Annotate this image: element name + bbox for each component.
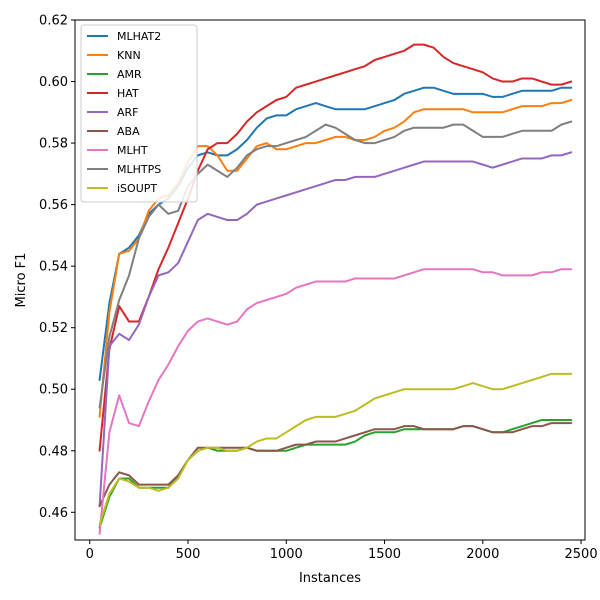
y-axis-label: Micro F1 bbox=[14, 253, 29, 308]
legend: MLHAT2 KNN AMR HAT ARF ABA MLHT MLHTPS iSOUPT bbox=[80, 24, 198, 203]
series-line-mlht bbox=[98, 268, 573, 535]
y-tick-label: 0.56 bbox=[39, 198, 68, 213]
x-tick-label: 1000 bbox=[270, 547, 303, 562]
x-axis: 0 500 1000 1500 2000 2500 bbox=[86, 540, 598, 562]
series-line-isoupt bbox=[98, 372, 573, 526]
x-tick-label: 0 bbox=[86, 547, 94, 562]
legend-entry: MLHAT2 bbox=[117, 30, 161, 43]
legend-entry: ARF bbox=[117, 106, 139, 119]
y-tick-label: 0.50 bbox=[39, 383, 68, 398]
x-tick-label: 500 bbox=[176, 547, 201, 562]
legend-box bbox=[80, 24, 198, 203]
y-tick-label: 0.46 bbox=[39, 506, 68, 521]
x-axis-label: Instances bbox=[299, 571, 361, 586]
legend-entry: AMR bbox=[117, 68, 142, 81]
plot-frame bbox=[74, 19, 586, 541]
legend-entry: MLHT bbox=[117, 144, 148, 157]
y-tick-label: 0.54 bbox=[39, 260, 68, 275]
legend-entry: iSOUPT bbox=[117, 182, 157, 195]
series-line-mlhtps bbox=[98, 120, 573, 409]
series-line-hat bbox=[98, 43, 573, 452]
x-tick-label: 1500 bbox=[368, 547, 401, 562]
y-axis: 0.46 0.48 0.50 0.52 0.54 0.56 0.58 0.60 0.62 bbox=[39, 14, 75, 521]
legend-entry: HAT bbox=[117, 87, 139, 100]
legend-entry: MLHTPS bbox=[117, 163, 161, 176]
x-tick-label: 2500 bbox=[565, 547, 598, 562]
series-line-arf bbox=[98, 151, 573, 508]
y-tick-label: 0.58 bbox=[39, 137, 68, 152]
y-tick-label: 0.48 bbox=[39, 444, 68, 459]
y-tick-label: 0.60 bbox=[39, 75, 68, 90]
series-line-aba bbox=[98, 422, 573, 508]
y-tick-label: 0.52 bbox=[39, 321, 68, 336]
series-line-amr bbox=[98, 419, 573, 529]
x-tick-label: 2000 bbox=[466, 547, 499, 562]
legend-entry: KNN bbox=[117, 49, 141, 62]
legend-entry: ABA bbox=[117, 125, 140, 138]
y-tick-label: 0.62 bbox=[39, 14, 68, 29]
